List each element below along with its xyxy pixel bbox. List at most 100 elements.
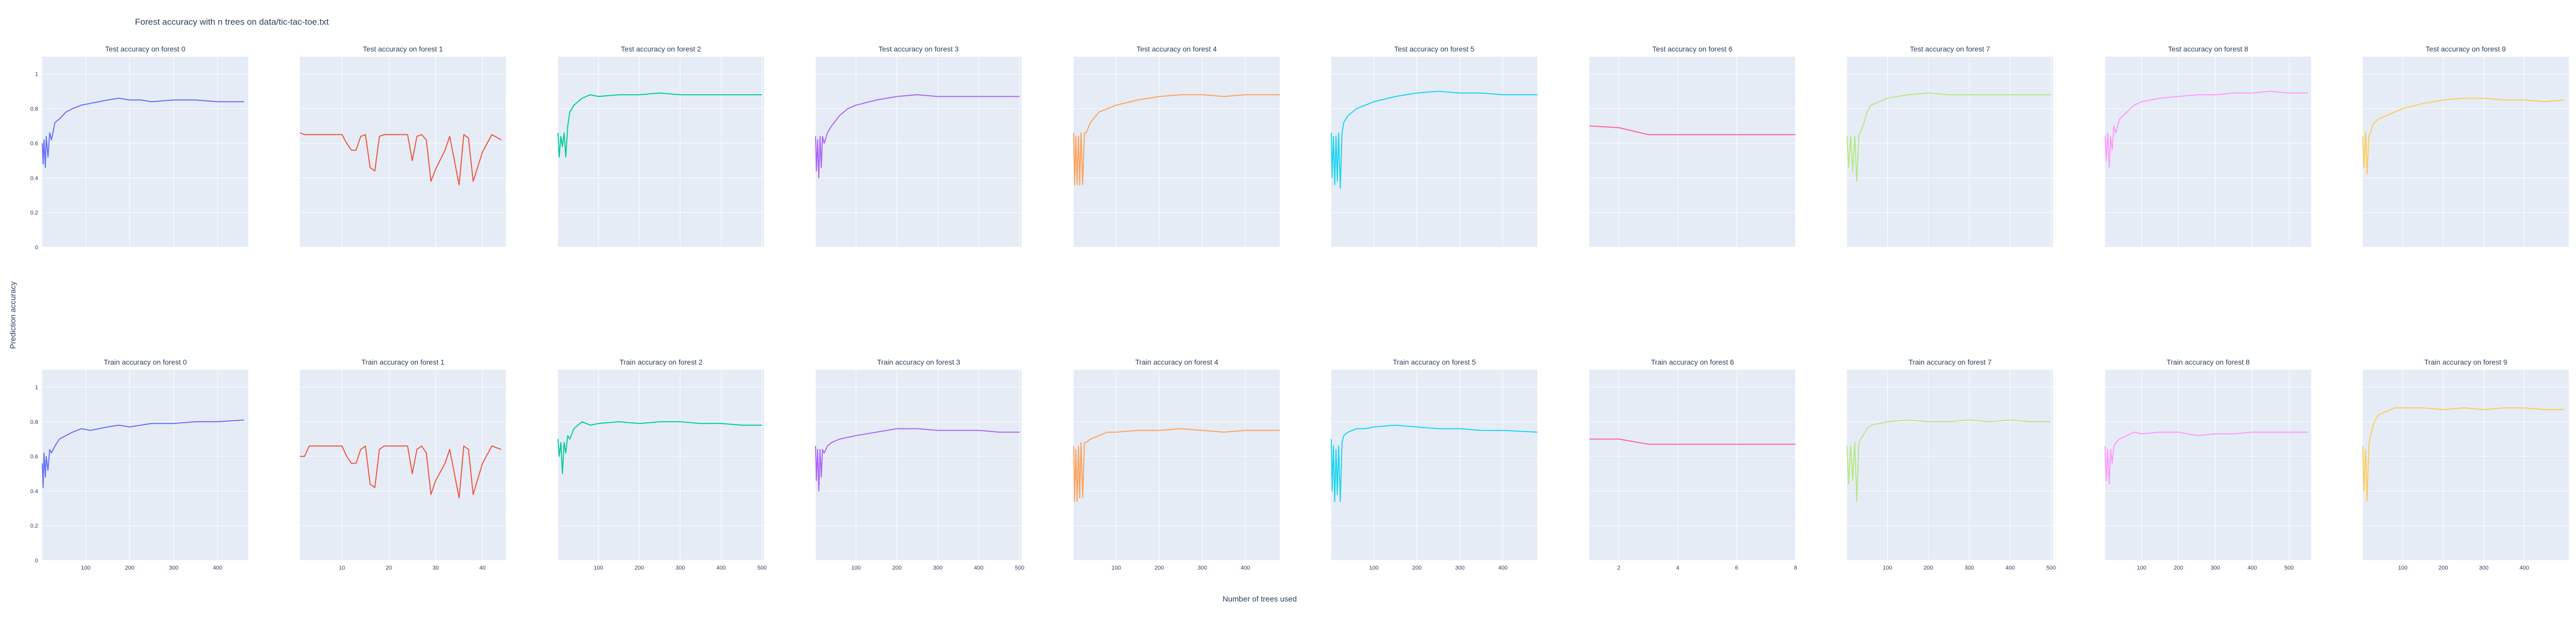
subplot-title: Train accuracy on forest 1 (361, 358, 445, 366)
subplot-train-5: 100 200 300 400 Train accuracy on forest 5 (1331, 358, 1537, 571)
y-tick-label: 0.8 (30, 106, 38, 112)
subplot-title: Train accuracy on forest 8 (2166, 358, 2250, 366)
subplot-train-1: 10 20 30 40 Train accuracy on forest 1 (300, 358, 506, 571)
x-tick-label: 4 (1676, 565, 1679, 571)
x-tick-label: 300 (2479, 565, 2488, 571)
x-tick-label: 40 (479, 565, 485, 571)
subplot-test-3: Test accuracy on forest 3 (816, 45, 1022, 247)
plot-background (816, 57, 1022, 247)
x-tick-label: 300 (1455, 565, 1465, 571)
x-tick-label: 300 (169, 565, 178, 571)
y-tick-label: 1 (35, 72, 38, 78)
subplot-test-2: Test accuracy on forest 2 (558, 45, 764, 247)
x-tick-label: 400 (1498, 565, 1507, 571)
subplot-train-7: 100 200 300 400 500Train accuracy on forest … (1847, 358, 2056, 571)
x-tick-label: 400 (974, 565, 983, 571)
x-tick-label: 200 (1412, 565, 1421, 571)
y-axis-label: Prediction accuracy (9, 281, 18, 349)
x-tick-label: 300 (1964, 565, 1974, 571)
x-tick-label: 400 (716, 565, 725, 571)
plot-background (2363, 57, 2569, 247)
x-tick-label: 400 (1241, 565, 1250, 571)
x-tick-label: 100 (1883, 565, 1892, 571)
subplot-title: Test accuracy on forest 2 (621, 45, 701, 53)
x-tick-label: 500 (2046, 565, 2056, 571)
x-tick-label: 200 (1155, 565, 1164, 571)
plot-background (558, 370, 764, 560)
x-tick-label: 500 (2284, 565, 2294, 571)
subplot-test-1: Test accuracy on forest 1 (300, 45, 506, 247)
x-tick-label: 10 (339, 565, 345, 571)
subplot-train-8: 100 200 300 400 500 Train accuracy on forest … (2105, 358, 2311, 571)
subplot-title: Test accuracy on forest 9 (2426, 45, 2506, 53)
chart-title: Forest accuracy with n trees on data/tic… (135, 17, 329, 27)
subplot-title: Test accuracy on forest 6 (1652, 45, 1733, 53)
subplot-title: Test accuracy on forest 0 (105, 45, 185, 53)
subplot-title: Train accuracy on forest 6 (1651, 358, 1734, 366)
y-tick-label: 0.4 (30, 175, 38, 181)
subplot-title: Test accuracy on forest 4 (1137, 45, 1217, 53)
subplot-test-8: Test accuracy on forest 8 (2105, 45, 2311, 247)
x-tick-label: 20 (386, 565, 392, 571)
plot-background (558, 57, 764, 247)
subplot-grid: 0 0.2 0.4 0.6 0.8 1 Test accuracy on forest 0 T… (30, 45, 2569, 571)
subplot-train-2: 100 200 300 400 500 Train accuracy on forest … (558, 358, 767, 571)
y-tick-label: 0.4 (30, 488, 38, 494)
subplot-train-6: 2 4 6 8 Train accuracy on forest 6 (1589, 358, 1797, 571)
x-tick-label: 200 (892, 565, 902, 571)
x-tick-label: 200 (2438, 565, 2448, 571)
subplot-title: Train accuracy on forest 9 (2424, 358, 2507, 366)
x-tick-label: 400 (213, 565, 222, 571)
x-tick-label: 300 (675, 565, 685, 571)
subplot-test-5: Test accuracy on forest 5 (1331, 45, 1537, 247)
x-tick-label: 500 (757, 565, 767, 571)
x-tick-label: 400 (2247, 565, 2257, 571)
subplot-title: Train accuracy on forest 3 (877, 358, 960, 366)
x-tick-label: 30 (433, 565, 439, 571)
x-axis-label: Number of trees used (1223, 595, 1297, 604)
y-tick-label: 0.2 (30, 210, 38, 216)
subplot-title: Test accuracy on forest 3 (878, 45, 959, 53)
y-tick-label: 0.6 (30, 141, 38, 147)
subplot-title: Test accuracy on forest 8 (2168, 45, 2248, 53)
plot-background (816, 370, 1022, 560)
subplot-test-9: Test accuracy on forest 9 (2363, 45, 2569, 247)
subplot-title: Train accuracy on forest 0 (104, 358, 187, 366)
x-tick-label: 300 (1198, 565, 1207, 571)
y-tick-label: 0 (35, 558, 38, 564)
subplot-title: Test accuracy on forest 7 (1910, 45, 1990, 53)
subplot-test-0: 00.20.40.60.81Test accuracy on forest 0 (30, 45, 248, 251)
y-tick-label: 1 (35, 385, 38, 391)
plot-background (2363, 370, 2569, 560)
subplot-test-6: Test accuracy on forest 6 (1589, 45, 1795, 247)
x-tick-label: 6 (1735, 565, 1738, 571)
plot-background (2105, 57, 2311, 247)
x-tick-label: 500 (1015, 565, 1024, 571)
plot-background (1589, 370, 1795, 560)
y-tick-label: 0.8 (30, 419, 38, 425)
plot-background (1847, 370, 2053, 560)
subplot-test-4: Test accuracy on forest 4 (1074, 45, 1280, 247)
subplot-title: Train accuracy on forest 7 (1908, 358, 1992, 366)
x-tick-label: 100 (2137, 565, 2146, 571)
x-tick-label: 300 (2211, 565, 2220, 571)
plot-background (1331, 57, 1537, 247)
x-tick-label: 100 (594, 565, 603, 571)
subplot-test-7: Test accuracy on forest 7 (1847, 45, 2053, 247)
subplot-train-4: 100 200 300 400 Train accuracy on forest 4 (1074, 358, 1280, 571)
x-tick-label: 100 (1369, 565, 1378, 571)
plot-background (300, 370, 506, 560)
subplot-train-0: 0 0.2 0.4 0.6 0.8 1 100 200 300 400 Train accuracy… (30, 358, 248, 571)
plot-background (1847, 57, 2053, 247)
plot-background (1331, 370, 1537, 560)
x-tick-label: 100 (1111, 565, 1121, 571)
subplot-title: Train accuracy on forest 5 (1393, 358, 1476, 366)
y-tick-label: 0.6 (30, 454, 38, 460)
x-tick-label: 200 (125, 565, 134, 571)
subplot-title: Test accuracy on forest 1 (363, 45, 443, 53)
subplot-train-3: 100 200 300 400 500Train accuracy on forest … (816, 358, 1024, 571)
x-tick-label: 200 (2174, 565, 2183, 571)
x-tick-label: 100 (81, 565, 90, 571)
plot-background (1074, 370, 1280, 560)
